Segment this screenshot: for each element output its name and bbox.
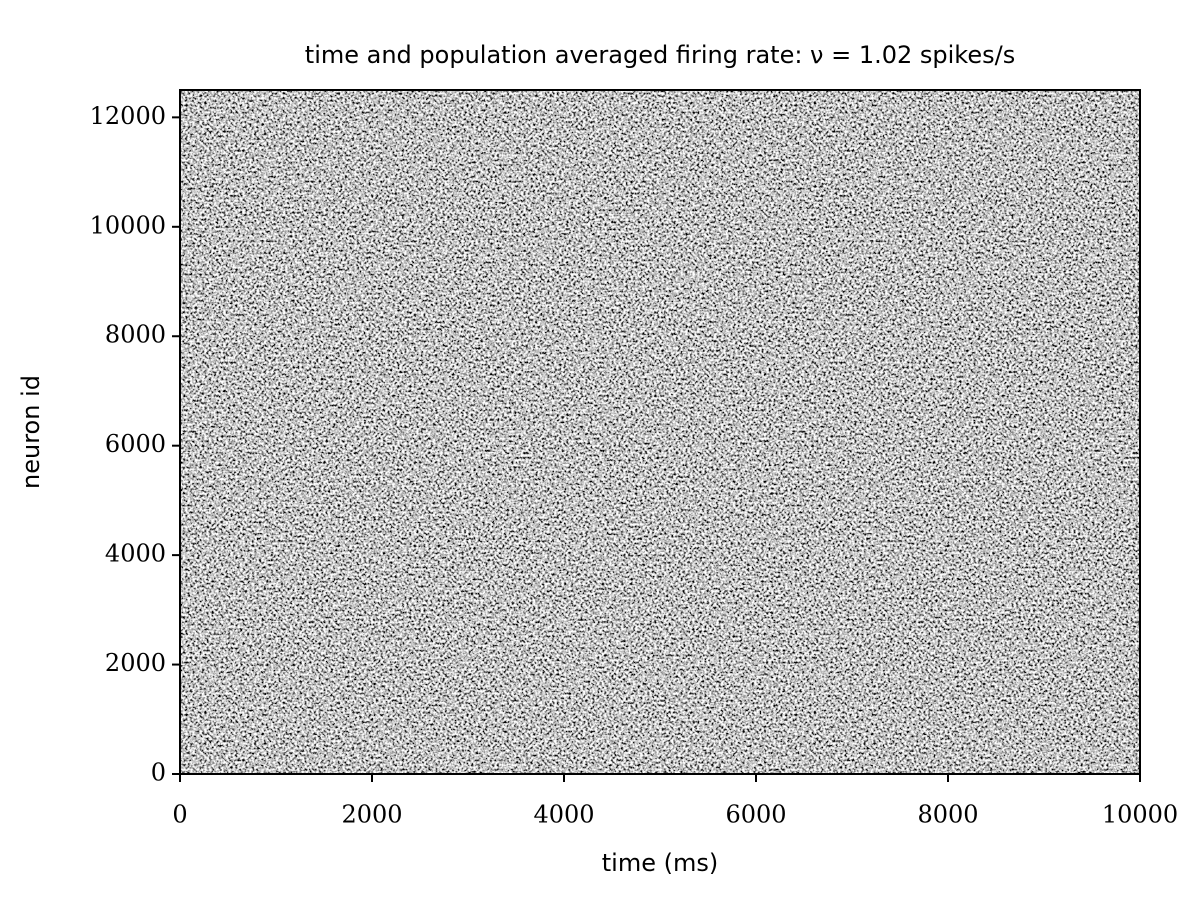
y-tick-label: 10000 xyxy=(90,211,166,239)
x-axis-label: time (ms) xyxy=(602,849,718,877)
y-tick-label: 6000 xyxy=(105,430,166,458)
y-tick-label: 12000 xyxy=(90,102,166,130)
y-tick-label: 2000 xyxy=(105,649,166,677)
x-tick-label: 6000 xyxy=(725,801,786,829)
y-axis-label: neuron id xyxy=(17,375,45,489)
x-tick-label: 2000 xyxy=(341,801,402,829)
chart-title: time and population averaged firing rate… xyxy=(305,41,1015,69)
x-tick-label: 8000 xyxy=(917,801,978,829)
y-tick-label: 0 xyxy=(151,759,166,787)
spike-raster-texture xyxy=(180,90,1140,774)
x-tick-label: 4000 xyxy=(533,801,594,829)
x-tick-label: 10000 xyxy=(1102,801,1178,829)
x-tick-label: 0 xyxy=(172,801,187,829)
axes-frame xyxy=(179,89,1141,775)
y-tick-label: 4000 xyxy=(105,540,166,568)
y-tick-label: 8000 xyxy=(105,321,166,349)
